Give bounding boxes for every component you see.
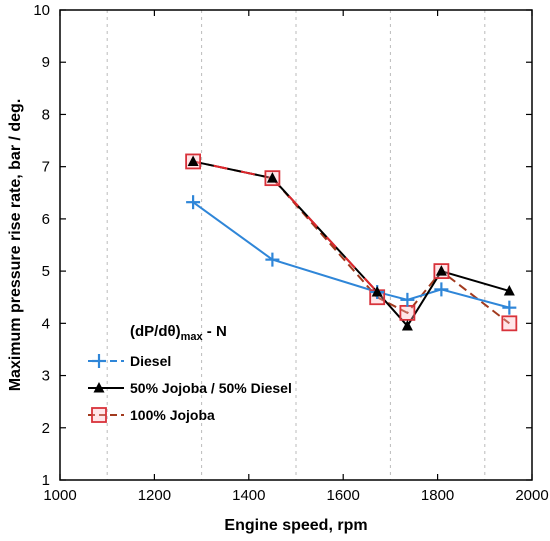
y-axis-title: Maximum pressure rise rate, bar / deg. xyxy=(7,99,24,392)
data-point-0-0 xyxy=(186,195,201,210)
grid xyxy=(106,10,486,480)
data-point-2-5 xyxy=(501,315,518,332)
x-tick-label: 2000 xyxy=(515,487,548,504)
data-point-1-4 xyxy=(435,265,447,276)
legend-title-main: (dP/dθ) xyxy=(130,323,181,340)
legend-label-0: Diesel xyxy=(130,353,171,369)
x-axis-title: Engine speed, rpm xyxy=(224,517,367,534)
data-point-1-3 xyxy=(401,319,413,331)
legend-marker-1 xyxy=(93,382,105,393)
legend-label-2: 100% Jojoba xyxy=(130,407,215,423)
axis-ticks: 1000 1200 1400 1600 1800 2000 1 2 3 4 5 6 7 8 9 10 xyxy=(33,2,548,504)
y-tick-label: 9 xyxy=(42,54,50,71)
y-tick-label: 2 xyxy=(42,420,50,437)
series-markers xyxy=(185,153,518,332)
legend-title: (dP/dθ)max - N xyxy=(130,323,227,343)
series-line-1 xyxy=(192,160,510,328)
legend-marker-2 xyxy=(91,407,107,423)
series-lines xyxy=(192,160,510,328)
x-tick-label: 1800 xyxy=(421,487,454,504)
y-tick-label: 7 xyxy=(42,159,50,176)
data-point-0-4 xyxy=(434,282,449,297)
y-tick-label: 6 xyxy=(42,211,50,228)
data-point-0-1 xyxy=(265,252,280,267)
data-point-1-1 xyxy=(266,172,278,183)
legend-entries: Diesel 50% Jojoba / 50% Diesel 100% Jojoba xyxy=(88,353,292,423)
y-tick-label: 10 xyxy=(33,2,50,19)
legend-marker-0 xyxy=(92,354,106,368)
x-tick-label: 1200 xyxy=(138,487,171,504)
series-line-2 xyxy=(192,160,510,325)
y-tick-label: 3 xyxy=(42,368,50,385)
data-point-2-3 xyxy=(399,304,416,321)
legend: (dP/dθ)max - N Diesel 50% Jojoba / 50% Di… xyxy=(88,323,292,423)
data-point-1-0 xyxy=(187,155,199,166)
legend-title-suffix: - N xyxy=(203,323,227,340)
y-tick-label: 4 xyxy=(42,315,50,332)
data-point-0-5 xyxy=(502,300,517,315)
y-tick-label: 5 xyxy=(42,263,50,280)
x-tick-label: 1400 xyxy=(232,487,265,504)
x-tick-label: 1600 xyxy=(327,487,360,504)
legend-title-subscript: max xyxy=(181,331,204,343)
y-tick-label: 8 xyxy=(42,106,50,123)
x-tick-label: 1000 xyxy=(43,487,76,504)
legend-label-1: 50% Jojoba / 50% Diesel xyxy=(130,380,292,396)
data-point-1-2 xyxy=(371,286,383,297)
series-line-overlay xyxy=(192,160,378,293)
data-point-0-3 xyxy=(400,292,415,307)
y-tick-label: 1 xyxy=(42,472,50,489)
series-line-0 xyxy=(192,201,510,309)
data-point-1-5 xyxy=(503,284,515,296)
plot-area xyxy=(59,9,533,481)
